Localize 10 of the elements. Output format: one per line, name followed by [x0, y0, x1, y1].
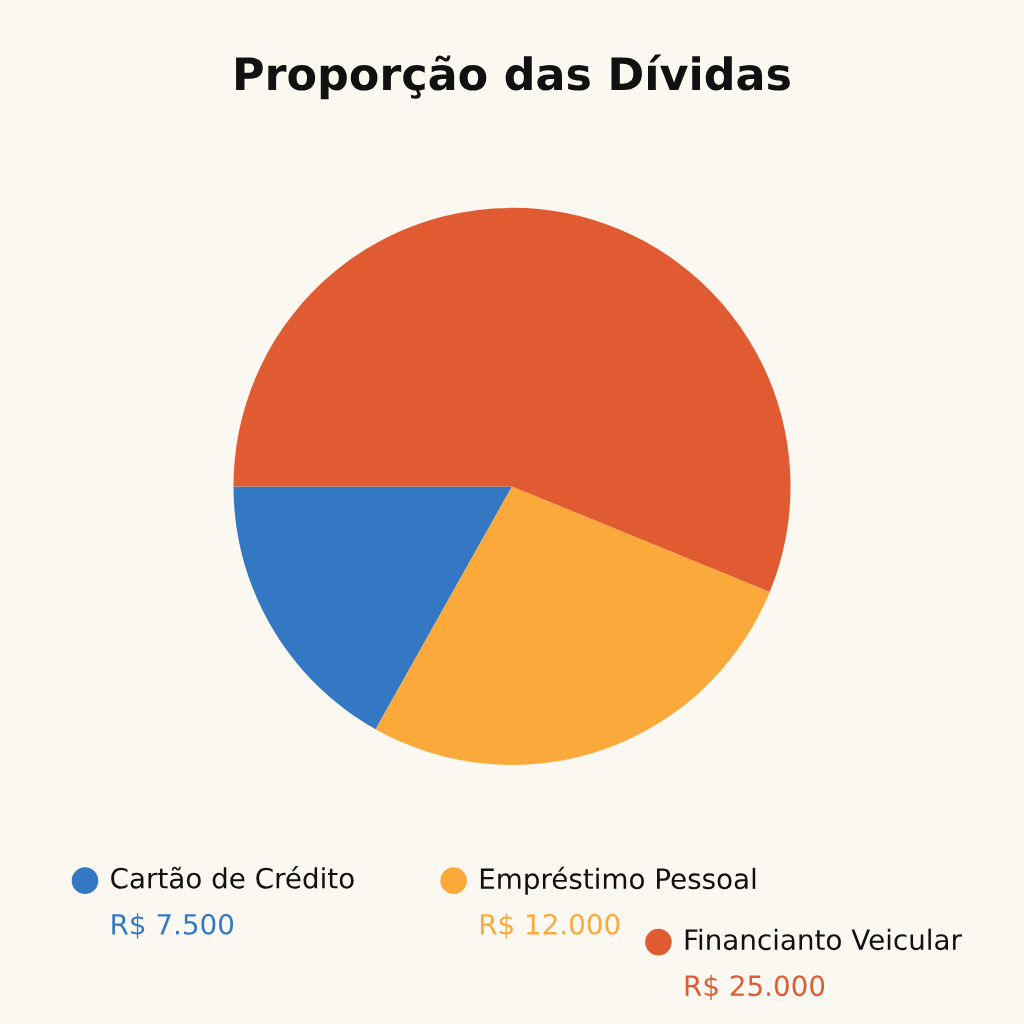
data-label: R$ 25.000 [685, 974, 825, 1000]
pie-slice [375, 486, 770, 765]
data-label: R$ 7.500 [112, 913, 234, 939]
pie-slice [233, 486, 512, 730]
legend-label: Empréstimo Pessoal [480, 866, 756, 895]
legend-label: Financianto Veicular [685, 928, 962, 951]
data-label: R$ 12.000 [480, 913, 620, 939]
pie-slice [233, 207, 791, 592]
chart-title: Proporção das Dívidas [236, 54, 790, 100]
legend-label: Cartão de Crédito [111, 866, 354, 889]
